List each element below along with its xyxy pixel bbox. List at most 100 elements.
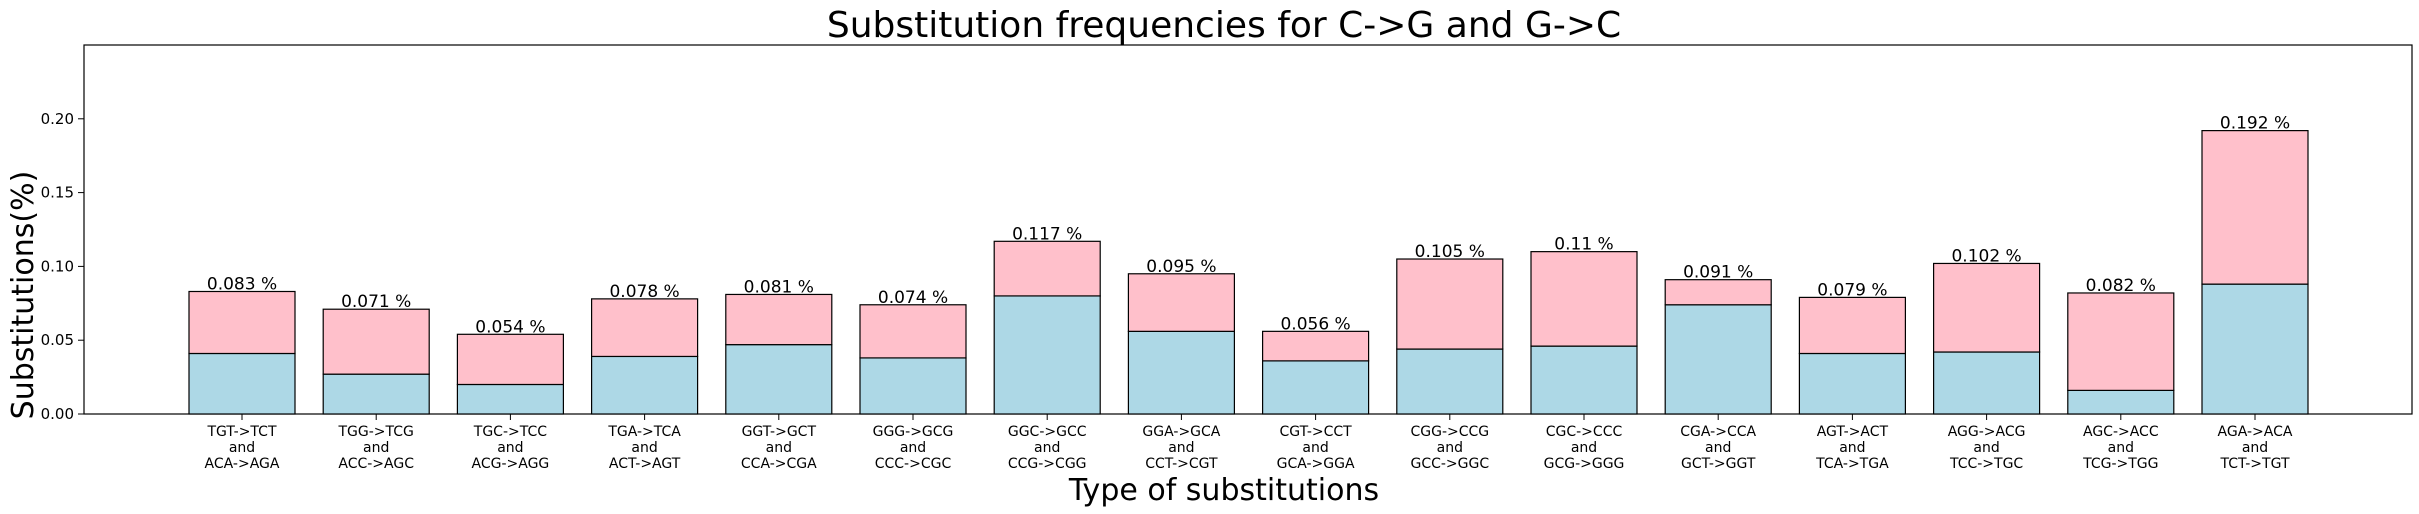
bar-segment-bottom	[1261, 360, 1370, 415]
bar-segment-bottom	[725, 344, 833, 415]
x-tick-label: and	[363, 440, 389, 456]
x-tick-label: and	[497, 440, 523, 456]
bar-segment-top	[2067, 292, 2175, 391]
bar-segment-bottom	[859, 357, 967, 415]
x-tick-label: GCT->GGT	[1681, 456, 1756, 472]
bar-total-label: 0.11 %	[1554, 235, 1613, 255]
x-tick-label: CCG->CGG	[1008, 456, 1087, 472]
bar-total-label: 0.081 %	[744, 277, 814, 297]
bar-segment-top	[590, 298, 699, 358]
x-tick-label: and	[1705, 440, 1731, 456]
bar-segment-bottom	[1127, 330, 1236, 415]
x-tick-label: and	[631, 440, 657, 456]
x-tick-label: TCT->TGT	[2219, 456, 2289, 472]
bar-segment-bottom	[1932, 351, 2041, 415]
plot-area: 0.000.050.100.150.200.083 %TGT->TCTandAC…	[41, 44, 2413, 472]
x-tick-label: and	[1973, 440, 1999, 456]
x-tick-label: GCA->GGA	[1277, 456, 1355, 472]
bar-total-label: 0.079 %	[1817, 280, 1887, 300]
x-tick-label: TGT->TCT	[206, 424, 276, 440]
x-tick-label: and	[2108, 440, 2134, 456]
x-tick-label: TGC->TCC	[473, 424, 547, 440]
x-tick-label: and	[900, 440, 926, 456]
bar-segment-bottom	[456, 383, 564, 415]
bar-total-label: 0.082 %	[2086, 276, 2156, 296]
bar-segment-top	[188, 290, 296, 355]
bar-segment-bottom	[1530, 345, 1638, 415]
bar-total-label: 0.095 %	[1146, 257, 1216, 277]
x-tick-label: GGA->GCA	[1142, 424, 1220, 440]
bar-segment-bottom	[1798, 352, 1907, 415]
bar-segment-bottom	[1664, 304, 1772, 415]
x-tick-label: TCG->TGG	[2082, 456, 2158, 472]
bar-total-label: 0.192 %	[2220, 114, 2290, 134]
x-tick-label: and	[1571, 440, 1597, 456]
bar-segment-bottom	[2201, 283, 2309, 415]
x-tick-label: AGA->ACA	[2218, 424, 2293, 440]
x-tick-label: AGG->ACG	[1948, 424, 2026, 440]
bar-total-label: 0.056 %	[1280, 314, 1350, 334]
bar-segment-bottom	[1396, 348, 1504, 415]
x-tick-label: and	[1034, 440, 1060, 456]
bar-segment-top	[1530, 251, 1638, 347]
x-tick-label: and	[229, 440, 255, 456]
x-axis-label: Type of substitutions	[1068, 473, 1379, 508]
x-tick-label: and	[1839, 440, 1865, 456]
bar-total-label: 0.091 %	[1683, 263, 1753, 283]
bar-total-label: 0.071 %	[341, 292, 411, 312]
x-tick-label: CCT->CGT	[1145, 456, 1218, 472]
y-tick-label: 0.10	[41, 257, 74, 275]
bar-total-label: 0.054 %	[475, 317, 545, 337]
bar-segment-top	[859, 304, 967, 359]
bar-segment-bottom	[590, 355, 699, 415]
x-tick-label: GGG->GCG	[873, 424, 954, 440]
bar-segment-top	[1261, 330, 1370, 362]
bar-segment-top	[725, 293, 833, 346]
bar-total-label: 0.105 %	[1415, 242, 1485, 262]
bar-total-label: 0.102 %	[1951, 246, 2021, 266]
bar-segment-top	[1127, 273, 1236, 332]
x-tick-label: TGA->TCA	[607, 424, 681, 440]
x-tick-label: ACC->AGC	[338, 456, 414, 472]
bar-segment-top	[1396, 258, 1504, 350]
y-tick-label: 0.20	[41, 110, 74, 128]
bar-total-label: 0.117 %	[1012, 224, 1082, 244]
y-axis-label: Substitutions(%)	[6, 171, 41, 420]
x-tick-label: AGC->ACC	[2083, 424, 2159, 440]
x-tick-label: and	[2242, 440, 2268, 456]
y-tick-label: 0.15	[41, 184, 74, 202]
bar-total-label: 0.074 %	[878, 288, 948, 308]
x-tick-label: CGA->CCA	[1680, 424, 1756, 440]
x-tick-label: TGG->TCG	[338, 424, 414, 440]
x-tick-label: TCA->TGA	[1815, 456, 1889, 472]
x-tick-label: CGG->CCG	[1410, 424, 1489, 440]
bar-segment-bottom	[322, 373, 430, 415]
x-tick-label: ACA->AGA	[205, 456, 280, 472]
bar-segment-top	[1932, 262, 2041, 353]
x-tick-label: GGT->GCT	[742, 424, 817, 440]
x-tick-label: GGC->GCC	[1008, 424, 1087, 440]
bar-segment-top	[456, 333, 564, 386]
x-tick-label: CCC->CGC	[875, 456, 952, 472]
x-tick-label: CGT->CCT	[1279, 424, 1352, 440]
bar-segment-top	[2201, 130, 2309, 285]
x-tick-label: AGT->ACT	[1817, 424, 1889, 440]
chart-title: Substitution frequencies for C->G and G-…	[827, 5, 1621, 46]
bar-segment-top	[993, 240, 1101, 297]
bar-segment-top	[322, 308, 430, 375]
x-tick-label: TCC->TGC	[1949, 456, 2023, 472]
x-tick-label: GCG->GGG	[1544, 456, 1625, 472]
y-tick-label: 0.00	[41, 405, 74, 423]
x-tick-label: CCA->CGA	[741, 456, 817, 472]
bar-segment-bottom	[2067, 389, 2175, 415]
x-tick-label: and	[766, 440, 792, 456]
x-tick-label: and	[1437, 440, 1463, 456]
x-tick-label: and	[1302, 440, 1328, 456]
plot-frame	[83, 44, 2413, 415]
x-tick-label: ACG->AGG	[472, 456, 550, 472]
bar-segment-bottom	[188, 352, 296, 415]
bar-segment-bottom	[993, 295, 1101, 415]
x-tick-label: and	[1168, 440, 1194, 456]
bar-segment-top	[1798, 296, 1907, 355]
